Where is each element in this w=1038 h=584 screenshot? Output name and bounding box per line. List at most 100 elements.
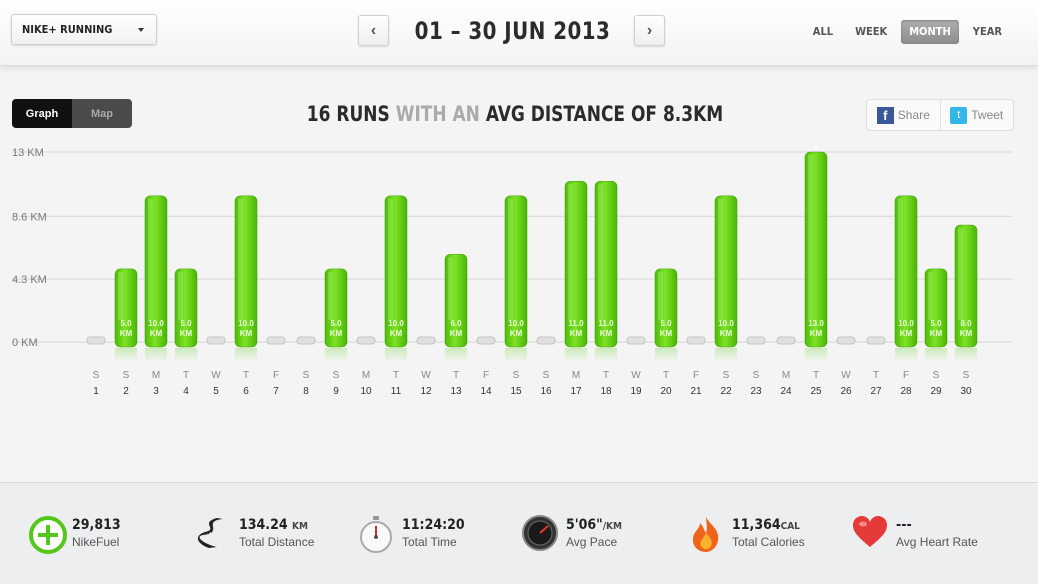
facebook-share-button[interactable]: f Share xyxy=(867,100,941,130)
distance-bar[interactable] xyxy=(444,254,468,348)
distance-bar[interactable] xyxy=(714,195,738,348)
tab-year[interactable]: YEAR xyxy=(972,25,1002,38)
stat-nikefuel: 29,813 NikeFuel xyxy=(28,513,121,554)
day-of-week-label: T xyxy=(813,370,819,381)
total-time-value: 11:24:20 xyxy=(402,517,465,533)
day-of-week-label: S xyxy=(723,370,730,381)
distance-bar[interactable] xyxy=(144,195,168,348)
twitter-tweet-label: Tweet xyxy=(971,108,1004,122)
bar-unit-label: KM xyxy=(510,329,523,338)
distance-bar[interactable] xyxy=(564,180,588,348)
day-number-label: 21 xyxy=(690,386,702,397)
bar-unit-label: KM xyxy=(660,329,673,338)
day-of-week-label: W xyxy=(631,370,641,381)
distance-bar[interactable] xyxy=(594,180,618,348)
day-number-label: 8 xyxy=(303,386,309,397)
distance-bar[interactable] xyxy=(174,268,198,348)
rest-day-marker xyxy=(476,336,496,345)
day-number-label: 22 xyxy=(720,386,732,397)
day-number-label: 30 xyxy=(960,386,972,397)
day-of-week-label: M xyxy=(572,370,580,381)
next-period-button[interactable]: › xyxy=(634,15,665,46)
day-of-week-label: M xyxy=(152,370,160,381)
day-number-label: 25 xyxy=(810,386,822,397)
day-of-week-label: T xyxy=(663,370,669,381)
stat-avg-pace: 5'06"/KM Avg Pace xyxy=(522,513,622,553)
graph-view-button[interactable]: Graph xyxy=(12,99,72,128)
stopwatch-icon xyxy=(358,515,394,553)
distance-bar[interactable] xyxy=(504,195,528,348)
bar-unit-label: KM xyxy=(900,329,913,338)
bar-reflection xyxy=(175,348,197,362)
bar-value-label: 5.0 xyxy=(180,319,192,328)
distance-bar[interactable] xyxy=(114,268,138,348)
twitter-tweet-button[interactable]: t Tweet xyxy=(941,100,1014,130)
rest-day-marker xyxy=(356,336,376,345)
nikefuel-value: 29,813 xyxy=(72,517,121,533)
activity-type-label: NIKE+ RUNNING xyxy=(22,23,113,36)
distance-bar[interactable] xyxy=(954,224,978,348)
day-of-week-label: S xyxy=(303,370,310,381)
distance-bar[interactable] xyxy=(234,195,258,348)
bar-reflection xyxy=(325,348,347,362)
caret-down-icon xyxy=(138,28,144,32)
bar-reflection xyxy=(145,348,167,362)
day-number-label: 3 xyxy=(153,386,159,397)
distance-bar[interactable] xyxy=(654,268,678,348)
distance-bar[interactable] xyxy=(384,195,408,348)
bar-reflection xyxy=(115,348,137,362)
y-axis-tick-label: 0 KM xyxy=(12,337,38,349)
distance-bar[interactable] xyxy=(924,268,948,348)
date-range-title: 01 – 30 JUN 2013 xyxy=(414,17,611,45)
bar-highlight xyxy=(718,198,723,320)
day-of-week-label: W xyxy=(211,370,221,381)
stat-total-distance: 134.24 KM Total Distance xyxy=(195,513,314,553)
tab-month[interactable]: MONTH xyxy=(901,20,959,44)
distance-bar[interactable] xyxy=(324,268,348,348)
twitter-bird-icon: t xyxy=(950,106,968,124)
road-icon xyxy=(195,515,231,551)
y-axis-tick-label: 4.3 KM xyxy=(12,274,47,286)
tab-all[interactable]: ALL xyxy=(812,25,834,38)
distance-bar[interactable] xyxy=(804,151,828,348)
nikefuel-icon xyxy=(28,515,67,554)
rest-day-marker xyxy=(416,336,436,345)
distance-bar[interactable] xyxy=(894,195,918,348)
day-of-week-label: T xyxy=(873,370,879,381)
day-of-week-label: S xyxy=(513,370,520,381)
bar-highlight xyxy=(658,271,663,320)
day-of-week-label: S xyxy=(753,370,760,381)
rest-day-marker xyxy=(746,336,766,345)
bar-reflection xyxy=(565,348,587,362)
bar-reflection xyxy=(505,348,527,362)
day-of-week-label: F xyxy=(483,370,489,381)
bar-highlight xyxy=(148,198,153,320)
map-view-button[interactable]: Map xyxy=(72,99,132,128)
distance-bar-chart: 13 KM8.6 KM4.3 KM0 KM 5.0KM10.0KM5.0KM10… xyxy=(12,147,1012,397)
activity-type-dropdown[interactable]: NIKE+ RUNNING xyxy=(11,14,157,45)
share-panel: f Share t Tweet xyxy=(866,99,1014,131)
bar-highlight xyxy=(598,184,603,320)
stat-total-calories: 11,364CAL Total Calories xyxy=(688,513,805,553)
bar-value-label: 13.0 xyxy=(808,319,824,328)
bar-unit-label: KM xyxy=(180,329,193,338)
bar-reflection xyxy=(955,348,977,362)
range-tabs: ALL WEEK MONTH YEAR xyxy=(799,20,1010,44)
bar-unit-label: KM xyxy=(330,329,343,338)
tab-week[interactable]: WEEK xyxy=(855,25,888,38)
total-calories-value: 11,364 xyxy=(732,517,781,533)
stat-total-time: 11:24:20 Total Time xyxy=(358,513,465,553)
avg-pace-unit: /KM xyxy=(602,521,622,532)
y-axis-tick-label: 8.6 KM xyxy=(12,211,47,223)
rest-day-marker xyxy=(836,336,856,345)
top-bar: NIKE+ RUNNING ‹ 01 – 30 JUN 2013 › ALL W… xyxy=(0,0,1038,66)
bar-reflection xyxy=(805,348,827,362)
chevron-left-icon: ‹ xyxy=(370,21,377,39)
previous-period-button[interactable]: ‹ xyxy=(358,15,389,46)
day-number-label: 16 xyxy=(540,386,552,397)
avg-pace-value: 5'06" xyxy=(566,517,603,533)
day-of-week-label: F xyxy=(273,370,279,381)
day-number-label: 5 xyxy=(213,386,219,397)
bar-value-label: 10.0 xyxy=(148,319,164,328)
day-of-week-label: T xyxy=(393,370,399,381)
